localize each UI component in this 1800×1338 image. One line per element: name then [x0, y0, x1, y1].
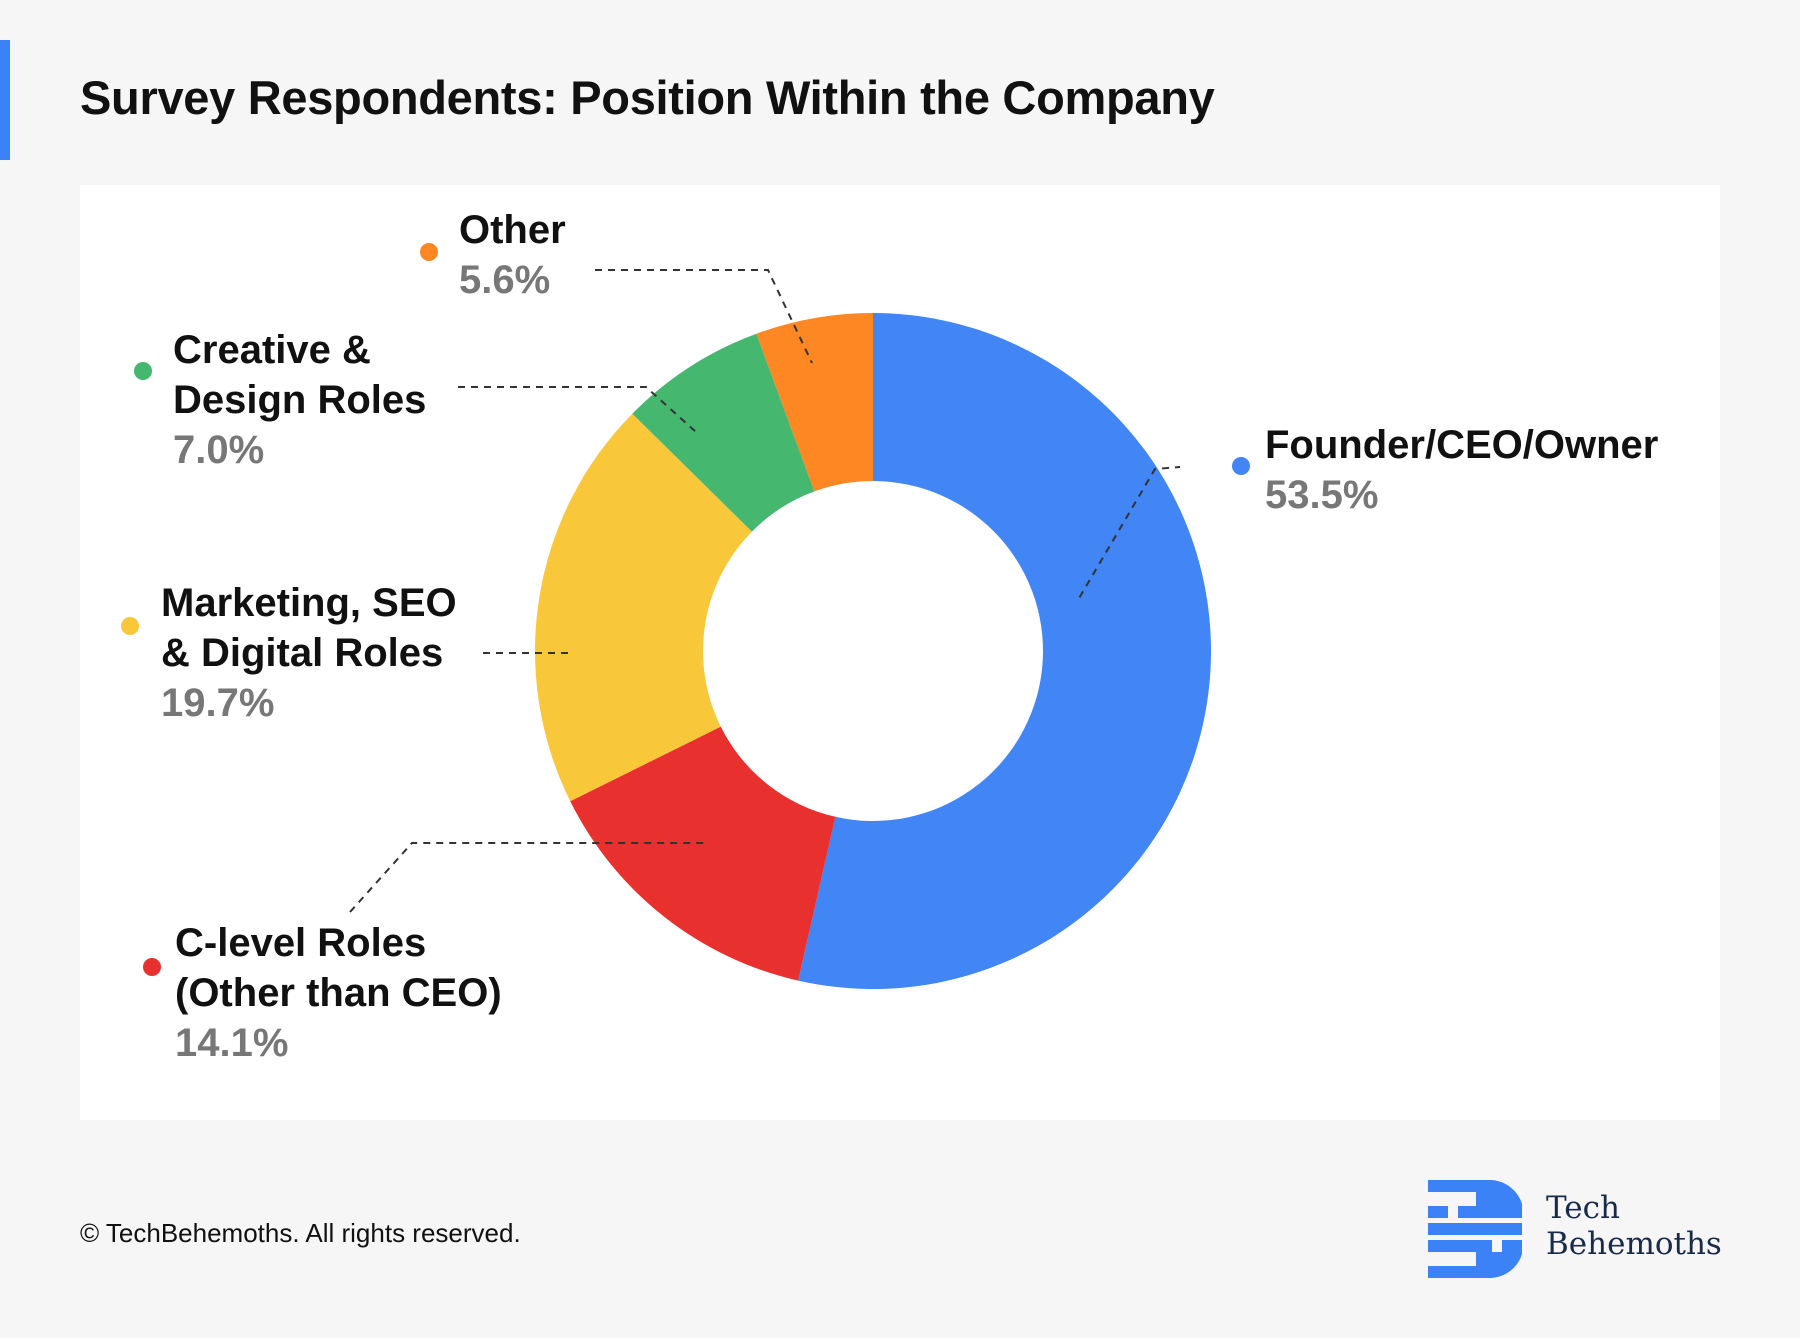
- slice-name-other: Other: [459, 208, 566, 252]
- slice-value-clevel: 14.1%: [175, 1021, 289, 1065]
- legend-dot-creative: [134, 362, 152, 380]
- leader-line-creative: [458, 386, 697, 433]
- slice-name-marketing-line1: Marketing, SEO: [161, 581, 457, 625]
- slice-name-creative-line1: Creative &: [173, 328, 371, 372]
- legend-dot-marketing: [121, 617, 139, 635]
- title-accent-bar: [0, 40, 10, 160]
- donut-slice-clevel: [570, 726, 836, 981]
- logo-line-tech: Tech: [1546, 1190, 1620, 1226]
- techbehemoths-logo-icon: [1428, 1180, 1522, 1278]
- legend-dot-founder: [1232, 457, 1250, 475]
- slice-label-marketing: Marketing, SEO & Digital Roles 19.7%: [161, 578, 457, 728]
- leader-line-clevel: [349, 842, 708, 913]
- logo-line-behemoths: Behemoths: [1546, 1226, 1722, 1262]
- donut-slice-founder: [798, 313, 1211, 989]
- slice-value-creative: 7.0%: [173, 428, 265, 472]
- slice-value-other: 5.6%: [459, 258, 551, 302]
- slice-value-founder: 53.5%: [1265, 473, 1379, 517]
- leader-line-founder: [1077, 466, 1181, 601]
- slice-name-clevel-line2: (Other than CEO): [175, 971, 502, 1015]
- page-title: Survey Respondents: Position Within the …: [80, 71, 1215, 124]
- slice-label-founder: Founder/CEO/Owner 53.5%: [1265, 420, 1658, 520]
- donut-slice-other: [756, 313, 873, 492]
- donut-chart: [349, 269, 1211, 989]
- legend-dot-other: [420, 243, 438, 261]
- slice-name-clevel-line1: C-level Roles: [175, 921, 427, 965]
- copyright-text: © TechBehemoths. All rights reserved.: [80, 1218, 521, 1248]
- slice-name-founder: Founder/CEO/Owner: [1265, 423, 1659, 467]
- slice-label-creative: Creative & Design Roles 7.0%: [173, 325, 426, 475]
- slice-name-marketing-line2: & Digital Roles: [161, 631, 444, 675]
- slice-name-creative-line2: Design Roles: [173, 378, 427, 422]
- slice-label-other: Other 5.6%: [459, 205, 566, 305]
- donut-slice-marketing: [535, 413, 752, 802]
- leader-line-other: [595, 269, 813, 364]
- slice-label-clevel: C-level Roles (Other than CEO) 14.1%: [175, 918, 502, 1068]
- legend-dot-clevel: [143, 958, 161, 976]
- donut-slice-creative: [632, 333, 815, 532]
- slice-value-marketing: 19.7%: [161, 681, 275, 725]
- chart-panel: Founder/CEO/Owner 53.5% Other 5.6% Creat…: [80, 185, 1720, 1120]
- logo-wordmark: Tech Behemoths: [1546, 1190, 1722, 1262]
